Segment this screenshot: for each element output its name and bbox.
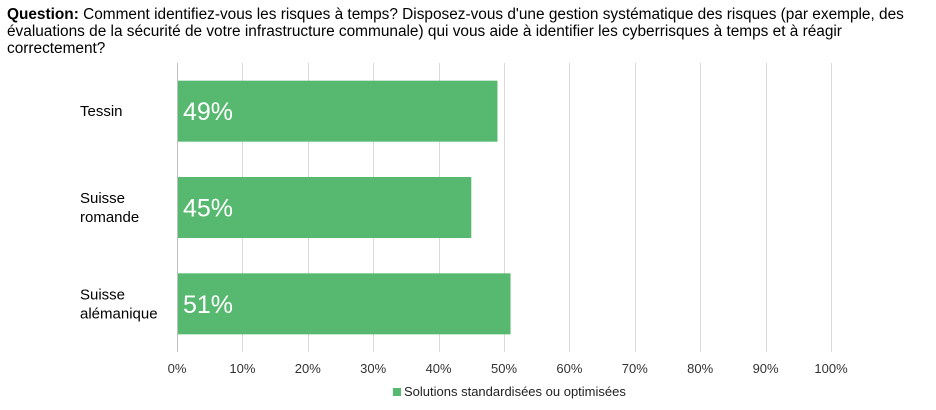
bar xyxy=(177,177,472,238)
legend-swatch xyxy=(393,388,401,396)
question-body: Comment identifiez-vous les risques à te… xyxy=(7,6,904,57)
tick-label: 70% xyxy=(622,361,648,376)
tick-label: 50% xyxy=(491,361,517,376)
category-label: Suisse romande xyxy=(80,190,139,226)
tick-label: 100% xyxy=(814,361,848,376)
legend-label: Solutions standardisées ou optimisées xyxy=(404,384,626,399)
tick-label: 30% xyxy=(360,361,386,376)
bar xyxy=(177,80,498,142)
category-label: Suisse alémanique xyxy=(80,286,158,322)
tick-label: 90% xyxy=(753,361,779,376)
bar xyxy=(177,273,511,335)
tick-label: 60% xyxy=(556,361,582,376)
chart-legend: Solutions standardisées ou optimisées xyxy=(393,385,626,399)
tick-label: 20% xyxy=(295,361,321,376)
tick-label: 0% xyxy=(168,361,187,376)
category-label: Tessin xyxy=(80,103,123,120)
question-text: Question: Comment identifiez-vous les ri… xyxy=(7,6,922,57)
tick-label: 40% xyxy=(426,361,452,376)
question-label: Question: xyxy=(7,6,79,23)
data-label: 45% xyxy=(183,195,233,223)
data-label: 51% xyxy=(183,291,233,319)
data-label: 49% xyxy=(183,98,233,126)
tick-label: 10% xyxy=(229,361,255,376)
tick-label: 80% xyxy=(687,361,713,376)
